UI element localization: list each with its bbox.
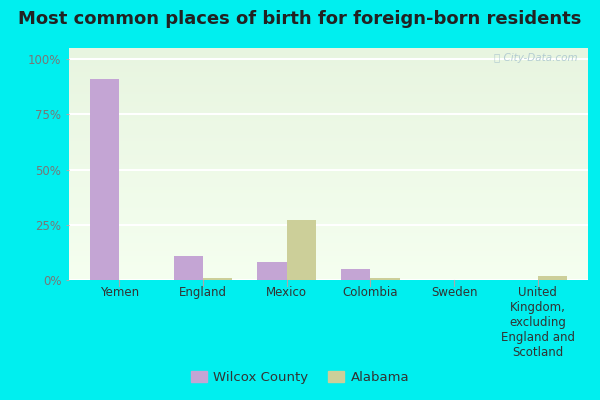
Text: Colombia: Colombia [343, 286, 398, 299]
Legend: Wilcox County, Alabama: Wilcox County, Alabama [185, 366, 415, 390]
Text: United
Kingdom,
excluding
England and
Scotland: United Kingdom, excluding England and Sc… [501, 286, 575, 359]
Bar [257, 262, 287, 280]
Bar [341, 269, 370, 280]
Text: Sweden: Sweden [431, 286, 478, 299]
Text: Most common places of birth for foreign-born residents: Most common places of birth for foreign-… [19, 10, 581, 28]
Bar [370, 278, 400, 280]
Bar [173, 256, 203, 280]
Text: England: England [179, 286, 227, 299]
Text: Yemen: Yemen [100, 286, 139, 299]
Bar [538, 276, 567, 280]
Text: Mexico: Mexico [266, 286, 307, 299]
Bar [90, 79, 119, 280]
Bar [203, 278, 232, 280]
Bar [287, 220, 316, 280]
Text: ⓘ City-Data.com: ⓘ City-Data.com [494, 53, 578, 63]
